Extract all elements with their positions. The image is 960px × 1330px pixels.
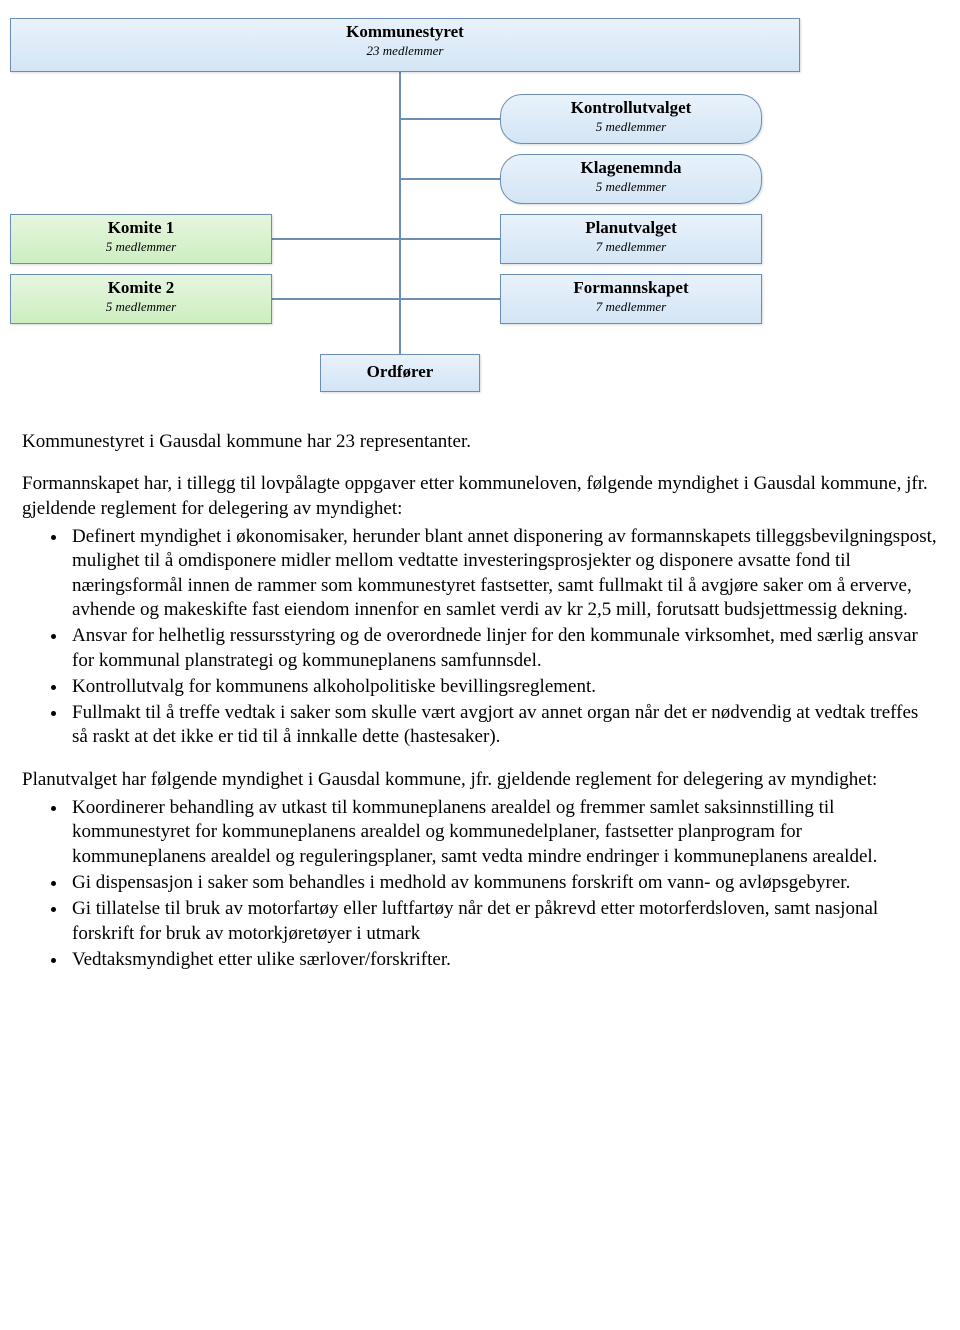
- node-title: Kontrollutvalget: [509, 99, 753, 118]
- connector: [400, 118, 500, 120]
- list-item: Koordinerer behandling av utkast til kom…: [68, 796, 938, 869]
- node-subtitle: 5 medlemmer: [19, 300, 263, 314]
- connector: [272, 298, 400, 300]
- paragraph-intro-2: Formannskapet har, i tillegg til lovpåla…: [22, 472, 938, 521]
- node-kommunestyret: Kommunestyret 23 medlemmer: [10, 18, 800, 72]
- connector: [400, 238, 500, 240]
- document-body: Kommunestyret i Gausdal kommune har 23 r…: [0, 430, 960, 1020]
- node-subtitle: 7 medlemmer: [509, 300, 753, 314]
- node-planutvalget: Planutvalget 7 medlemmer: [500, 214, 762, 264]
- node-komite-1: Komite 1 5 medlemmer: [10, 214, 272, 264]
- org-chart: Kommunestyret 23 medlemmer Kontrollutval…: [10, 10, 810, 410]
- node-ordforer: Ordfører: [320, 354, 480, 392]
- node-komite-2: Komite 2 5 medlemmer: [10, 274, 272, 324]
- node-subtitle: 7 medlemmer: [509, 240, 753, 254]
- list-item: Vedtaksmyndighet etter ulike særlover/fo…: [68, 948, 938, 972]
- node-kontrollutvalget: Kontrollutvalget 5 medlemmer: [500, 94, 762, 144]
- list-item: Gi tillatelse til bruk av motorfartøy el…: [68, 897, 938, 946]
- node-subtitle: 5 medlemmer: [19, 240, 263, 254]
- connector: [400, 298, 500, 300]
- list-item: Gi dispensasjon i saker som behandles i …: [68, 871, 938, 895]
- paragraph-intro-1: Kommunestyret i Gausdal kommune har 23 r…: [22, 430, 938, 454]
- node-subtitle: 5 medlemmer: [509, 120, 753, 134]
- node-klagenemnda: Klagenemnda 5 medlemmer: [500, 154, 762, 204]
- paragraph-intro-3: Planutvalget har følgende myndighet i Ga…: [22, 768, 938, 792]
- node-subtitle: 5 medlemmer: [509, 180, 753, 194]
- node-formannskapet: Formannskapet 7 medlemmer: [500, 274, 762, 324]
- node-title: Kommunestyret: [19, 23, 791, 42]
- node-title: Komite 1: [19, 219, 263, 238]
- list-item: Definert myndighet i økonomisaker, herun…: [68, 525, 938, 622]
- connector-trunk: [399, 72, 401, 354]
- list-item: Ansvar for helhetlig ressursstyring og d…: [68, 624, 938, 673]
- bullet-list-1: Definert myndighet i økonomisaker, herun…: [22, 525, 938, 750]
- connector: [400, 178, 500, 180]
- connector: [272, 238, 400, 240]
- list-item: Fullmakt til å treffe vedtak i saker som…: [68, 701, 938, 750]
- node-title: Planutvalget: [509, 219, 753, 238]
- node-title: Komite 2: [19, 279, 263, 298]
- node-title: Formannskapet: [509, 279, 753, 298]
- node-title: Klagenemnda: [509, 159, 753, 178]
- bullet-list-2: Koordinerer behandling av utkast til kom…: [22, 796, 938, 972]
- node-title: Ordfører: [329, 363, 471, 382]
- list-item: Kontrollutvalg for kommunens alkoholpoli…: [68, 675, 938, 699]
- node-subtitle: 23 medlemmer: [19, 44, 791, 58]
